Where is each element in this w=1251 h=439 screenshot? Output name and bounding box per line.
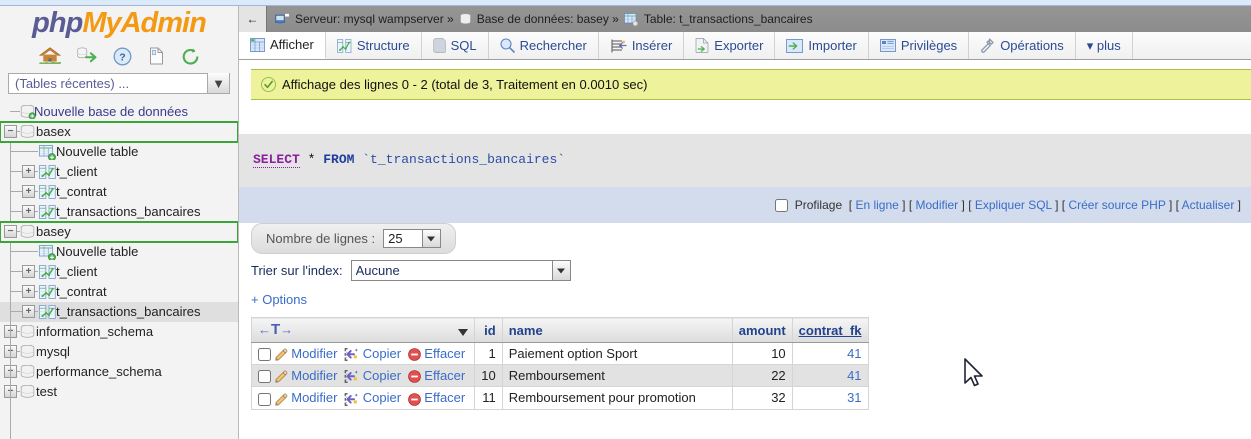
svg-text:?: ? [119,51,125,63]
